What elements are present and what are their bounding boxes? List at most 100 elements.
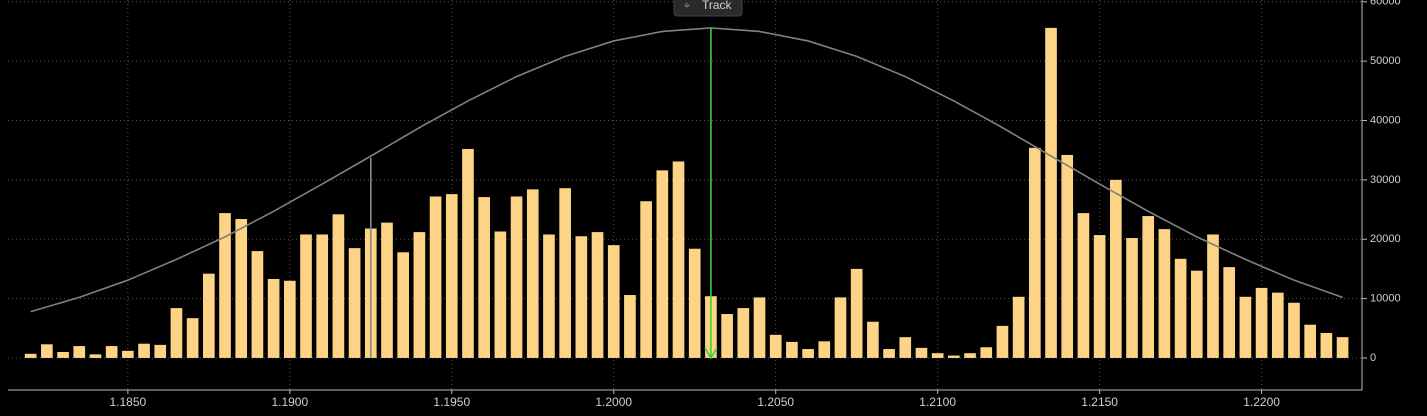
bar <box>316 234 329 358</box>
bar <box>607 245 620 358</box>
y-tick-label: 20000 <box>1370 233 1401 245</box>
bar <box>672 161 685 358</box>
bar <box>397 252 410 358</box>
bar <box>591 232 604 358</box>
bar <box>964 353 976 358</box>
bar <box>834 297 847 358</box>
x-tick-label: 1.2000 <box>595 395 632 409</box>
bar <box>267 278 280 358</box>
track-label[interactable]: Track <box>702 0 733 12</box>
bar <box>526 189 539 358</box>
bar <box>348 248 361 358</box>
bar <box>948 355 960 358</box>
bar <box>57 352 69 358</box>
track-button[interactable]: ⌖ Track <box>673 0 743 17</box>
bar <box>1304 324 1317 358</box>
bar <box>1109 179 1122 358</box>
bar <box>1077 213 1090 358</box>
bar <box>251 251 264 358</box>
bar <box>300 234 312 358</box>
bar <box>283 280 296 358</box>
bar <box>203 273 215 358</box>
bar <box>786 341 798 358</box>
bar <box>1061 154 1074 358</box>
bar <box>1093 235 1106 358</box>
bar <box>802 349 814 358</box>
bar <box>575 236 588 358</box>
x-tick-label: 1.1850 <box>110 395 147 409</box>
bar <box>73 346 86 358</box>
x-tick-label: 1.1950 <box>433 395 470 409</box>
bar <box>445 194 458 358</box>
bar <box>138 343 150 358</box>
bar <box>41 344 53 358</box>
bar <box>186 318 199 358</box>
bar <box>413 232 426 358</box>
bar <box>154 344 167 358</box>
y-tick-label: 60000 <box>1370 0 1401 8</box>
plot: 0 10000 20000 30000 40000 50000 60000 1.1850 1.1… <box>8 0 1401 409</box>
bar <box>89 354 102 358</box>
bar <box>867 321 879 358</box>
y-tick-label: 0 <box>1370 352 1376 364</box>
bar <box>721 314 733 358</box>
bar <box>1174 258 1187 358</box>
x-tick-label: 1.2100 <box>919 395 956 409</box>
bar <box>688 248 701 358</box>
x-tick-label: 1.2150 <box>1081 395 1118 409</box>
bar <box>478 197 490 358</box>
bar <box>105 346 118 358</box>
bar <box>980 347 993 358</box>
bar <box>1158 229 1171 358</box>
distribution-curve <box>30 27 1343 313</box>
bar <box>1336 337 1349 358</box>
bar <box>818 341 831 358</box>
y-tick-label: 10000 <box>1370 292 1401 304</box>
track-button-bg[interactable] <box>673 0 743 17</box>
x-tick-label: 1.2200 <box>1243 395 1280 409</box>
bar <box>850 268 863 358</box>
bar <box>931 353 944 358</box>
bar <box>332 214 345 358</box>
bar <box>1288 302 1300 358</box>
bar <box>1029 147 1041 358</box>
y-tick-label: 30000 <box>1370 174 1401 186</box>
bar <box>462 148 474 358</box>
x-tick-label: 1.2050 <box>757 395 794 409</box>
bar <box>769 334 782 358</box>
bar <box>915 347 928 358</box>
bar <box>624 295 636 358</box>
bar <box>899 337 912 358</box>
bar <box>640 201 652 358</box>
bar <box>1190 270 1203 358</box>
bar <box>1239 296 1252 358</box>
bar <box>122 350 134 358</box>
bar <box>737 308 750 358</box>
bar <box>559 188 571 358</box>
bar <box>1223 267 1236 358</box>
bar <box>494 231 507 358</box>
y-tick-label: 40000 <box>1370 114 1401 126</box>
bar <box>235 219 248 358</box>
bar <box>1271 292 1284 358</box>
bar <box>219 213 231 358</box>
bar <box>1142 216 1155 358</box>
bar <box>1320 333 1333 358</box>
marker-arrow <box>704 347 718 360</box>
bar <box>429 196 442 358</box>
bar <box>1207 234 1219 358</box>
bar <box>1255 287 1268 358</box>
bar <box>1012 296 1025 358</box>
bar <box>543 234 555 358</box>
bar <box>883 349 895 358</box>
bar <box>1126 238 1138 358</box>
bar <box>510 196 523 358</box>
bar <box>170 308 183 358</box>
bar <box>24 353 37 358</box>
bar <box>1045 27 1057 358</box>
track-icon: ⌖ <box>684 0 690 12</box>
bar <box>381 222 393 358</box>
bar <box>753 297 766 358</box>
